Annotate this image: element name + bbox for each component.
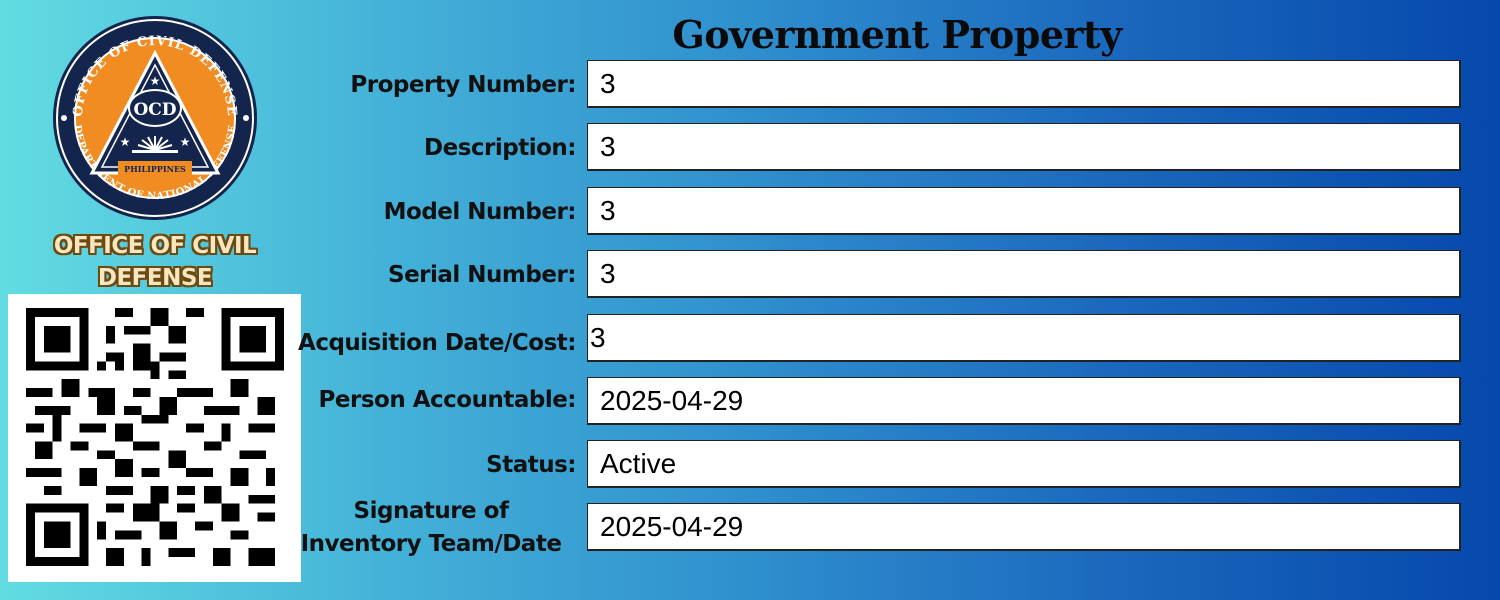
- field-row-signature-inventory: Signature of Inventory Team/Date 2025-04…: [290, 498, 1464, 557]
- description-label: Description:: [424, 135, 576, 161]
- property-number-field[interactable]: 3: [587, 60, 1461, 108]
- person-accountable-label: Person Accountable:: [318, 387, 577, 413]
- serial-number-field[interactable]: 3: [587, 250, 1461, 298]
- status-label: Status:: [486, 452, 576, 478]
- signature-inventory-label: Signature of Inventory Team/Date: [286, 492, 576, 564]
- qr-code: [8, 294, 301, 582]
- svg-text:OCD: OCD: [133, 100, 176, 120]
- svg-text:★: ★: [180, 135, 191, 149]
- field-row-property-number: Property Number: 3: [290, 60, 1464, 110]
- ocd-seal-icon: OFFICE OF CIVIL DEFENSE DEPARTMENT OF NA…: [53, 16, 257, 220]
- status-field[interactable]: Active: [587, 440, 1461, 488]
- page-title: Government Property: [672, 12, 1122, 57]
- svg-text:★: ★: [120, 135, 131, 149]
- person-accountable-field[interactable]: 2025-04-29: [587, 377, 1461, 425]
- signature-label-line2: Inventory Team/Date: [300, 531, 562, 557]
- field-row-serial-number: Serial Number: 3: [290, 250, 1464, 300]
- description-field[interactable]: 3: [587, 123, 1461, 171]
- ocd-seal-logo: OFFICE OF CIVIL DEFENSE DEPARTMENT OF NA…: [52, 15, 258, 221]
- serial-number-label: Serial Number:: [388, 262, 577, 288]
- model-number-field[interactable]: 3: [587, 187, 1461, 235]
- field-row-description: Description: 3: [290, 123, 1464, 173]
- field-row-person-accountable: Person Accountable: 2025-04-29: [290, 377, 1464, 427]
- acquisition-date-cost-label: Acquisition Date/Cost:: [298, 330, 576, 356]
- signature-inventory-field[interactable]: 2025-04-29: [587, 503, 1461, 551]
- field-row-acquisition-date-cost: Acquisition Date/Cost: 3: [290, 314, 1464, 364]
- field-row-model-number: Model Number: 3: [290, 187, 1464, 237]
- model-number-label: Model Number:: [383, 199, 577, 225]
- svg-text:PHILIPPINES: PHILIPPINES: [124, 164, 186, 174]
- signature-label-line1: Signature of: [353, 498, 509, 524]
- property-number-label: Property Number:: [350, 72, 576, 98]
- field-row-status: Status: Active: [290, 440, 1464, 490]
- svg-text:★: ★: [150, 74, 161, 88]
- acquisition-date-cost-field[interactable]: 3: [587, 314, 1461, 362]
- qr-code-icon: [26, 308, 284, 566]
- organization-name: OFFICE OF CIVIL DEFENSE: [53, 233, 257, 291]
